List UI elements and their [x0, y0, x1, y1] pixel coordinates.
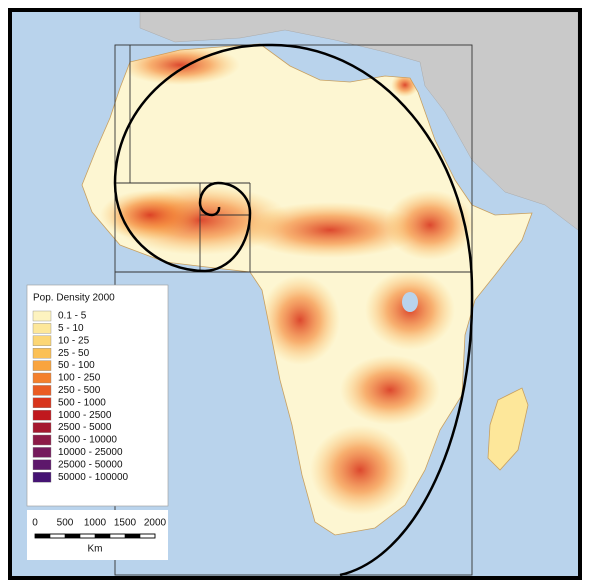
scale-segment — [125, 534, 140, 538]
legend-swatch — [32, 310, 52, 322]
legend-label: 25000 - 50000 — [58, 459, 123, 470]
scale-outline — [34, 533, 156, 539]
scale-segment — [79, 533, 96, 539]
scale-label: 2000 — [144, 518, 167, 529]
legend-label: 100 - 250 — [58, 373, 101, 384]
lake — [402, 292, 418, 312]
scale-segment — [65, 534, 80, 538]
madagascar — [487, 387, 529, 471]
legend-title: Pop. Density 2000 — [33, 293, 115, 304]
scale-unit: Km — [88, 544, 103, 555]
legend-swatch — [32, 397, 52, 408]
eurasia — [139, 12, 578, 231]
scale-segment — [95, 534, 110, 538]
legend-swatch — [32, 323, 52, 334]
legend-swatch — [32, 422, 52, 433]
legend-label: 0.1 - 5 — [58, 311, 87, 322]
legend-swatch — [32, 447, 52, 458]
legend-swatch — [32, 410, 52, 421]
legend-label: 50000 - 100000 — [58, 472, 129, 483]
legend-swatch — [32, 372, 52, 384]
legend-label: 5000 - 10000 — [58, 435, 117, 446]
scale-label: 1000 — [84, 518, 107, 529]
legend-swatch — [32, 335, 52, 346]
legend-swatch — [32, 472, 52, 483]
legend-swatch — [32, 385, 52, 396]
frame — [8, 8, 582, 580]
legend-label: 10000 - 25000 — [58, 447, 123, 458]
legend-label: 1000 - 2500 — [58, 410, 112, 421]
legend-label: 10 - 25 — [58, 335, 90, 346]
scale-label: 500 — [57, 518, 74, 529]
legend-label: 25 - 50 — [58, 348, 90, 359]
scale-label: 1500 — [114, 518, 137, 529]
legend-label: 50 - 100 — [58, 360, 95, 371]
scale-bar: 0 500 1000 1500 2000 Km — [27, 510, 168, 560]
legend-swatch — [32, 459, 52, 470]
scale-segment — [49, 533, 66, 539]
scale-segment — [139, 533, 156, 539]
legend-label: 2500 - 5000 — [58, 422, 112, 433]
golden-spiral — [113, 43, 474, 576]
scale-segment — [109, 533, 126, 539]
legend-label: 250 - 500 — [58, 385, 101, 396]
legend-label: 500 - 1000 — [58, 397, 106, 408]
legend-swatch — [32, 360, 52, 371]
scale-label: 0 — [32, 518, 38, 529]
scale-segment — [35, 534, 50, 538]
legend-swatch — [32, 348, 52, 359]
legend-label: 5 - 10 — [58, 323, 84, 334]
legend-swatch — [32, 434, 52, 446]
